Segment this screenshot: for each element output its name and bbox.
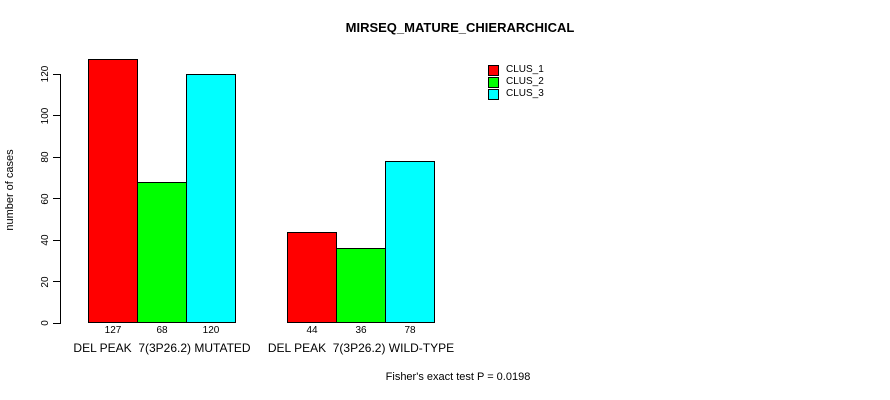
legend-swatch-icon	[488, 88, 499, 100]
y-tick	[53, 198, 60, 199]
bar-clus_2-group2	[336, 248, 386, 323]
bar-clus_1-group1	[88, 59, 138, 323]
bar-value-label: 36	[355, 325, 367, 336]
y-axis-label: number of cases	[4, 149, 16, 231]
bar-value-label: 68	[156, 325, 168, 336]
y-tick	[53, 156, 60, 158]
bar-value-label: 120	[202, 325, 220, 336]
y-tick-label: 0	[40, 320, 51, 326]
legend: CLUS_1 CLUS_2 CLUS_3	[488, 64, 544, 100]
y-tick-label: 80	[40, 151, 51, 163]
y-axis-line	[60, 74, 61, 324]
chart-title: MIRSEQ_MATURE_CHIERARCHICAL	[345, 20, 575, 35]
bar-clus_3-group1	[186, 74, 236, 323]
x-category-label: DEL PEAK 7(3P26.2) MUTATED	[73, 341, 251, 355]
y-tick	[53, 239, 60, 241]
legend-item-clus_3: CLUS_3	[488, 88, 544, 100]
legend-item-clus_2: CLUS_2	[488, 76, 544, 88]
y-tick-label: 20	[40, 275, 51, 288]
legend-label: CLUS_1	[506, 64, 544, 75]
y-tick	[53, 281, 60, 282]
x-category-label: DEL PEAK 7(3P26.2) WILD-TYPE	[267, 341, 455, 355]
stats-annotation: Fisher's exact test P = 0.0198	[385, 371, 531, 383]
legend-label: CLUS_3	[506, 88, 544, 99]
legend-swatch-icon	[488, 64, 499, 76]
bar-value-label: 44	[306, 325, 318, 336]
y-tick-label: 60	[40, 192, 51, 205]
y-tick-label: 120	[40, 65, 51, 83]
bar-clus_2-group1	[137, 181, 187, 323]
legend-label: CLUS_2	[506, 76, 544, 87]
bar-value-label: 78	[404, 325, 416, 336]
y-tick	[53, 73, 60, 75]
bar-value-label: 127	[104, 325, 122, 336]
bar-clus_1-group2	[287, 231, 337, 323]
bar-clus_3-group2	[385, 161, 435, 323]
legend-item-clus_1: CLUS_1	[488, 64, 544, 76]
y-tick-label: 40	[40, 234, 51, 246]
legend-swatch-icon	[488, 76, 499, 88]
y-tick-label: 100	[40, 107, 51, 124]
y-tick	[53, 322, 60, 324]
y-tick	[53, 115, 60, 116]
